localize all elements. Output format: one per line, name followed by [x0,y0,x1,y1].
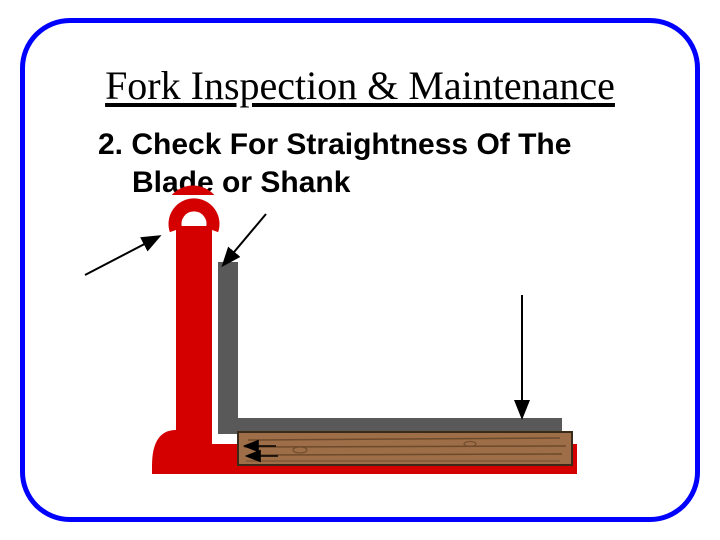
lumber-board [238,432,572,465]
fork-final [85,195,590,485]
fork-diagram [0,0,720,540]
angle-vertical [218,262,238,428]
